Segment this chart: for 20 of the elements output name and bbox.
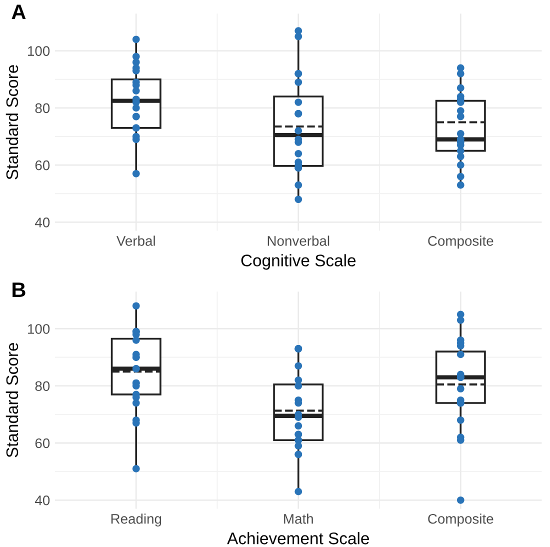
x-axis-title: Cognitive Scale	[241, 254, 356, 270]
x-axis-title: Achievement Scale	[227, 532, 369, 544]
x-tick-label: Composite	[428, 514, 494, 527]
y-tick-label: 100	[28, 46, 50, 56]
y-tick-label: 40	[35, 218, 50, 228]
y-tick-label: 60	[35, 438, 50, 448]
y-axis-title: Standard Score	[6, 65, 18, 180]
chart-title: A	[12, 4, 26, 20]
x-tick-label: Reading	[111, 514, 162, 527]
y-tick-label: 100	[28, 324, 50, 334]
x-tick-label: Verbal	[116, 236, 155, 246]
y-axis-title: Standard Score	[6, 342, 18, 458]
x-tick-label: Nonverbal	[268, 236, 330, 246]
x-tick-label: Composite	[428, 236, 494, 249]
chart-title: B	[12, 282, 26, 297]
y-tick-label: 80	[35, 381, 50, 392]
x-tick-label: Math	[284, 514, 313, 524]
y-tick-label: 40	[35, 495, 50, 506]
y-tick-label: 80	[35, 103, 50, 114]
y-tick-label: 60	[35, 160, 50, 170]
